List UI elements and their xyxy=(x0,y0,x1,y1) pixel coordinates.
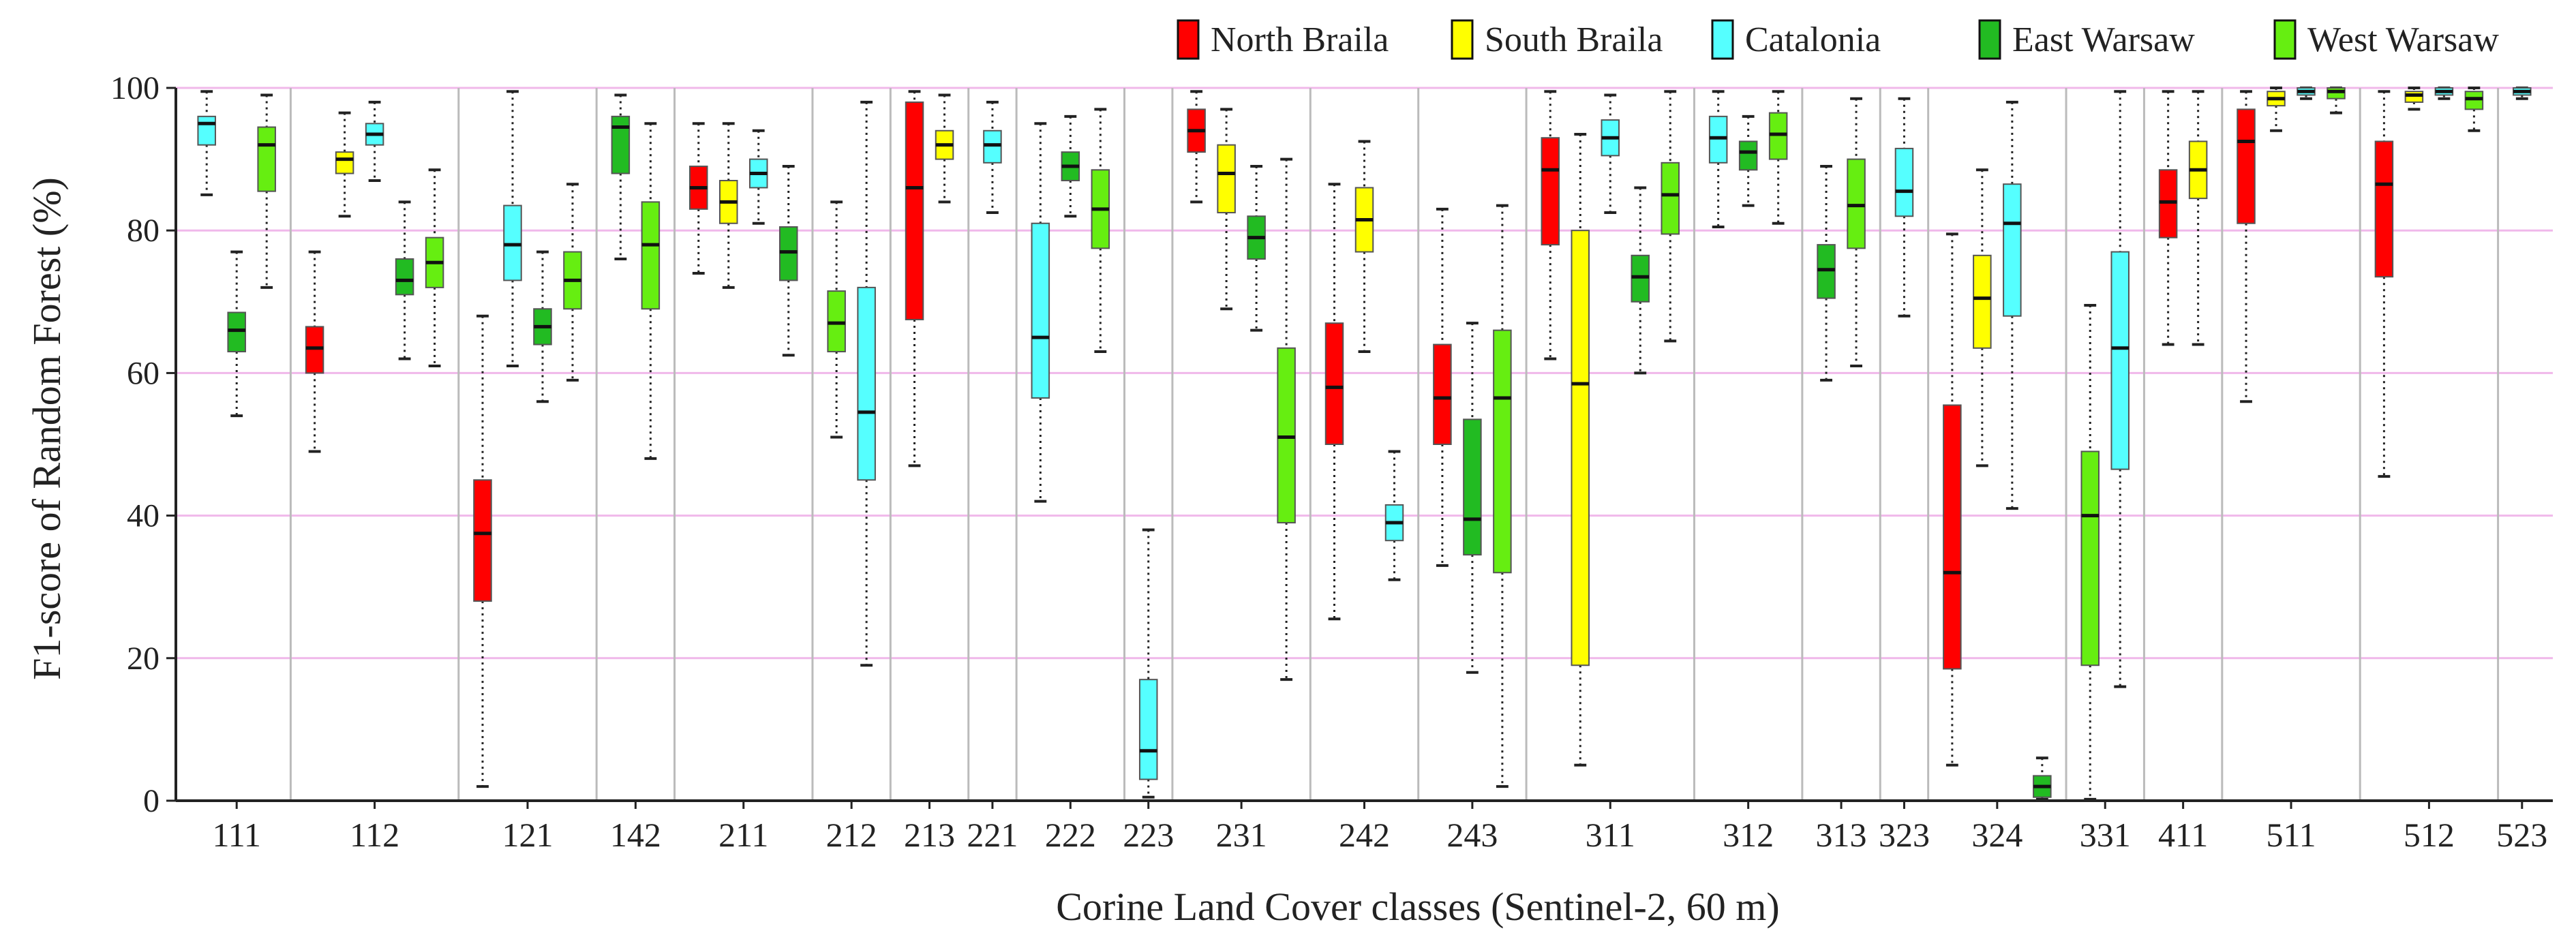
x-tick-label: 223 xyxy=(1123,816,1174,854)
box-112-0 xyxy=(305,326,324,374)
legend-label: West Warsaw xyxy=(2307,20,2499,59)
axes: 111 112 121 142 211 212 213 221 222 223 231 242 243 3… xyxy=(110,70,2553,854)
legend-swatch xyxy=(1177,19,1200,60)
x-tick-label: 324 xyxy=(1971,816,2022,854)
x-tick-label: 242 xyxy=(1339,816,1390,854)
box-312-1 xyxy=(1738,140,1758,171)
x-tick-label: 221 xyxy=(967,816,1018,854)
y-tick-label: 60 xyxy=(127,355,160,391)
legend-swatch xyxy=(1711,19,1734,60)
x-tick-label: 212 xyxy=(826,816,877,854)
box-511-3 xyxy=(2327,87,2346,99)
box-311-0 xyxy=(1541,137,1560,246)
box-311-1 xyxy=(1571,230,1590,666)
box-221-0 xyxy=(983,129,1002,164)
box-312-2 xyxy=(1768,112,1788,160)
legend-swatch xyxy=(1451,19,1474,60)
x-tick-label: 121 xyxy=(502,816,553,854)
box-211-3 xyxy=(778,226,798,281)
box-142-1 xyxy=(641,201,661,310)
box-313-1 xyxy=(1847,158,1866,249)
box-111-0 xyxy=(197,115,216,146)
box-324-0 xyxy=(1943,404,1962,670)
box-411-0 xyxy=(2158,169,2178,239)
box-111-2 xyxy=(257,126,276,192)
x-tick-label: 512 xyxy=(2404,816,2455,854)
boxes xyxy=(197,87,2532,801)
box-331-0 xyxy=(2080,450,2100,666)
y-tick-label: 100 xyxy=(110,70,160,106)
legend-swatch xyxy=(1978,19,2001,60)
x-tick-label: 323 xyxy=(1879,816,1930,854)
y-tick-label: 80 xyxy=(127,213,160,249)
box-512-1 xyxy=(2404,91,2424,103)
legend: North Braila South Braila Catalonia East Wa… xyxy=(1177,19,2499,60)
x-tick-label: 213 xyxy=(904,816,955,854)
box-512-3 xyxy=(2464,91,2484,110)
x-tick-label: 523 xyxy=(2496,816,2547,854)
box-212-1 xyxy=(857,286,876,481)
x-tick-label: 511 xyxy=(2266,816,2316,854)
legend-swatch xyxy=(2273,19,2297,60)
box-222-0 xyxy=(1031,222,1050,399)
box-213-0 xyxy=(905,101,924,320)
y-axis-label: F1-score of Random Forest (%) xyxy=(25,177,69,680)
box-112-3 xyxy=(395,258,414,296)
x-axis-label: Corine Land Cover classes (Sentinel-2, 6… xyxy=(1056,885,1779,929)
box-243-0 xyxy=(1433,343,1452,445)
box-223-0 xyxy=(1138,679,1158,780)
x-tick-label: 142 xyxy=(610,816,661,854)
box-142-0 xyxy=(611,115,631,174)
box-311-3 xyxy=(1631,254,1650,303)
x-tick-label: 311 xyxy=(1586,816,1635,854)
legend-label: East Warsaw xyxy=(2012,20,2195,59)
x-tick-label: 112 xyxy=(350,816,399,854)
y-tick-label: 20 xyxy=(127,641,160,677)
legend-label: South Braila xyxy=(1485,20,1663,59)
y-tick-label: 40 xyxy=(127,498,160,534)
box-243-1 xyxy=(1463,418,1482,556)
box-311-4 xyxy=(1661,162,1680,235)
box-324-1 xyxy=(1973,254,1992,349)
x-tick-label: 231 xyxy=(1216,816,1267,854)
box-511-0 xyxy=(2237,108,2256,224)
legend-label: Catalonia xyxy=(1745,20,1881,59)
x-tick-label: 312 xyxy=(1723,816,1774,854)
x-tick-label: 313 xyxy=(1816,816,1867,854)
box-112-1 xyxy=(335,151,354,174)
box-512-0 xyxy=(2374,140,2394,278)
y-tick-label: 0 xyxy=(143,783,160,819)
box-121-1 xyxy=(503,204,522,281)
x-tick-label: 411 xyxy=(2158,816,2208,854)
box-121-0 xyxy=(473,479,492,602)
x-tick-label: 243 xyxy=(1446,816,1498,854)
gridlines xyxy=(176,87,2553,660)
x-tick-label: 211 xyxy=(718,816,768,854)
box-313-0 xyxy=(1817,244,1836,299)
box-331-1 xyxy=(2110,251,2130,470)
box-323-0 xyxy=(1894,147,1914,217)
class-separators xyxy=(289,88,2500,801)
box-243-2 xyxy=(1493,329,1512,574)
legend-label: North Braila xyxy=(1211,20,1389,59)
box-242-0 xyxy=(1324,322,1344,445)
box-231-3 xyxy=(1277,347,1296,524)
box-111-1 xyxy=(227,311,246,353)
box-324-2 xyxy=(2003,183,2022,317)
box-231-1 xyxy=(1217,144,1236,214)
x-tick-label: 111 xyxy=(213,816,261,854)
box-212-0 xyxy=(827,290,846,353)
box-312-0 xyxy=(1708,115,1728,164)
x-tick-label: 331 xyxy=(2080,816,2131,854)
x-tick-label: 222 xyxy=(1045,816,1096,854)
